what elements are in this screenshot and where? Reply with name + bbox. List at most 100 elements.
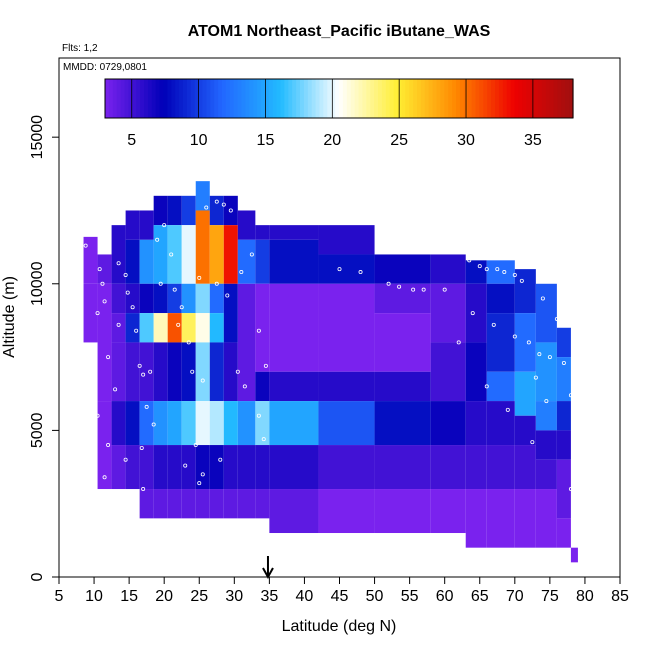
heatmap-cell [255, 401, 270, 446]
colorbar-segment [534, 79, 539, 118]
sample-point [411, 287, 416, 292]
sample-point [125, 290, 130, 295]
sample-point [172, 287, 177, 292]
colorbar-segment [428, 79, 434, 118]
heatmap-cell [556, 518, 571, 548]
x-tick-label: 5 [55, 588, 64, 605]
colorbar-segment [495, 79, 500, 118]
heatmap-cell [535, 430, 557, 460]
colorbar-segment [475, 79, 480, 118]
colorbar-segment [163, 79, 168, 118]
heatmap-cell [139, 401, 154, 446]
colorbar-segment [479, 79, 484, 118]
heatmap-cell [223, 225, 238, 284]
sample-point [130, 305, 135, 310]
colorbar-segment [530, 79, 535, 118]
heatmap-cell [255, 239, 270, 284]
y-tick-label: 5000 [29, 412, 46, 448]
heatmap-cell [374, 489, 431, 534]
colorbar-segment [471, 79, 477, 118]
heatmap-cell [237, 401, 256, 446]
heatmap-cell [167, 195, 182, 226]
heatmap-cell [514, 415, 536, 446]
heatmap-cell [139, 489, 154, 519]
heatmap-cell [514, 371, 536, 416]
heatmap-cell [556, 430, 571, 460]
sample-point [158, 281, 163, 286]
heatmap-cell [83, 283, 98, 343]
sample-point [561, 360, 566, 365]
colorbar-segment [241, 79, 246, 118]
colorbar-segment [541, 79, 547, 118]
x-tick-label: 10 [85, 588, 103, 605]
heatmap-cell [514, 269, 536, 314]
heatmap-cell [167, 489, 182, 519]
heatmap-cell [318, 225, 375, 255]
colorbar-segment [413, 79, 418, 118]
colorbar-segment [569, 79, 574, 118]
heatmap-cell [125, 239, 140, 284]
heatmap-cell [111, 225, 126, 284]
colorbar-segment [510, 79, 516, 118]
x-tick-label: 40 [296, 588, 314, 605]
y-tick-label: 10000 [29, 261, 46, 306]
sample-point [519, 278, 524, 283]
colorbar-segment [108, 79, 114, 118]
colorbar-segment [151, 79, 157, 118]
sample-point [95, 311, 100, 316]
heatmap-cell [97, 283, 112, 402]
colorbar-segment [112, 79, 118, 118]
heatmap-cell [486, 489, 515, 548]
sample-point [100, 281, 105, 286]
x-tick-label: 65 [471, 588, 489, 605]
marker-head [262, 567, 274, 580]
heatmap-cell [374, 445, 431, 490]
heatmap-cell [111, 283, 126, 314]
heatmap-cell [125, 283, 140, 314]
sample-point [183, 463, 188, 468]
sample-point [530, 440, 535, 445]
heatmap-cell [181, 313, 196, 343]
colorbar-segment [175, 79, 180, 118]
colorbar-segment [553, 79, 558, 118]
sample-point [176, 322, 181, 327]
colorbar-segment [323, 79, 328, 118]
sample-point [512, 272, 517, 277]
colorbar-segment [140, 79, 145, 118]
heatmap-cell [181, 225, 196, 284]
heatmap-cell [465, 489, 487, 548]
sample-point [137, 363, 142, 368]
sample-point [228, 208, 233, 213]
heatmap-cell [255, 489, 270, 519]
sample-point [261, 437, 266, 442]
colorbar-segment [385, 79, 391, 118]
sample-point [193, 443, 198, 448]
x-tick-label: 35 [260, 588, 278, 605]
heatmap-cell [269, 283, 319, 372]
heatmap-cell [430, 489, 466, 534]
colorbar-segment [120, 79, 126, 118]
heatmap-cell [153, 445, 168, 490]
x-tick-label: 60 [436, 588, 454, 605]
heatmap-cell [486, 283, 515, 314]
colorbar-tick-label: 15 [257, 132, 275, 149]
heatmap-cell [430, 401, 466, 446]
colorbar-segment [186, 79, 192, 118]
colorbar-segment [409, 79, 414, 118]
heatmap-cell [153, 195, 168, 226]
sample-point [102, 475, 107, 480]
colorbar-segment [303, 79, 309, 118]
heatmap-cell [153, 342, 168, 402]
sample-point [249, 252, 254, 257]
heatmap-cell [139, 342, 154, 402]
colorbar-segment [342, 79, 348, 118]
sample-point [204, 205, 209, 210]
heatmap-cell [195, 181, 210, 211]
y-tick-label: 15000 [29, 115, 46, 160]
heatmap-cell [195, 283, 210, 314]
heatmap-cell [318, 371, 375, 402]
heatmap-cell [167, 342, 182, 402]
sample-point [190, 369, 195, 374]
heatmap-cell [181, 401, 196, 446]
y-tick-label: 0 [29, 572, 46, 581]
